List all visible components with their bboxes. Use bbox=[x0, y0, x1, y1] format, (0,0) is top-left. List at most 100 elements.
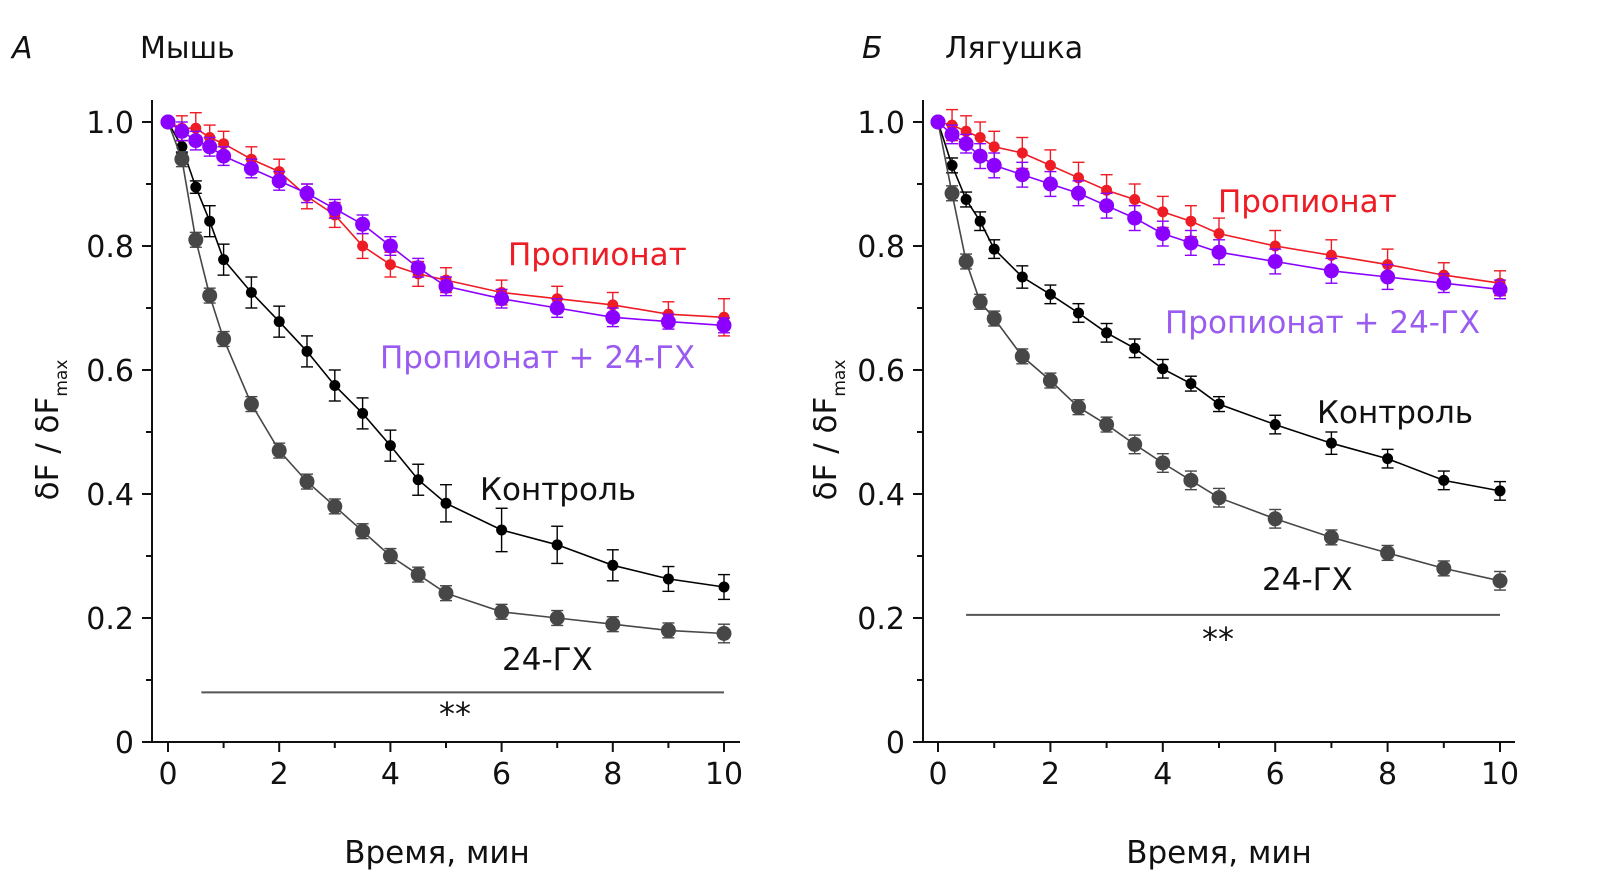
data-point bbox=[960, 194, 972, 205]
y-tick-label: 0.8 bbox=[86, 230, 134, 265]
data-point bbox=[496, 524, 508, 536]
y-axis-label: δF / δFmax bbox=[30, 360, 72, 501]
data-point bbox=[410, 260, 426, 276]
data-point bbox=[1101, 327, 1113, 339]
data-point bbox=[1211, 244, 1227, 260]
series-label-24gh: 24-ГХ bbox=[1262, 562, 1353, 598]
data-point bbox=[988, 141, 1000, 153]
data-point bbox=[1157, 206, 1169, 218]
series-label-propionate-24gh: Пропионат + 24-ГХ bbox=[1165, 305, 1480, 341]
data-point bbox=[1323, 263, 1339, 279]
data-point bbox=[549, 610, 565, 626]
x-axis-label: Время, мин bbox=[344, 835, 530, 871]
series-label-propionate-24gh: Пропионат + 24-ГХ bbox=[380, 340, 695, 376]
series-label-propionate: Пропионат bbox=[508, 237, 687, 273]
data-point bbox=[551, 539, 563, 551]
data-point bbox=[607, 559, 619, 571]
data-point bbox=[1129, 194, 1141, 205]
data-point bbox=[549, 300, 565, 316]
series-2 bbox=[162, 116, 730, 601]
data-point bbox=[357, 240, 369, 252]
data-point bbox=[930, 114, 946, 130]
data-point bbox=[605, 309, 621, 325]
data-point bbox=[440, 497, 452, 509]
data-point bbox=[243, 161, 259, 176]
y-tick-label: 0 bbox=[115, 726, 134, 761]
data-point bbox=[716, 317, 732, 333]
data-point bbox=[384, 259, 396, 271]
data-point bbox=[1380, 269, 1396, 285]
data-point bbox=[357, 407, 369, 419]
series-1 bbox=[930, 114, 1508, 300]
data-point bbox=[204, 215, 216, 227]
data-point bbox=[1099, 198, 1115, 214]
x-axis-label: Время, мин bbox=[1126, 835, 1312, 871]
panel-frog: Б Лягушка Время, мин δF / δFmax 00.20.40… bbox=[808, 31, 1519, 871]
data-point bbox=[271, 173, 287, 189]
y-tick-label: 1.0 bbox=[857, 106, 905, 141]
data-point bbox=[1269, 419, 1281, 431]
y-tick-label: 0.4 bbox=[857, 478, 905, 513]
y-tick-label: 0.6 bbox=[857, 354, 905, 389]
panel-letter-a: А bbox=[10, 31, 33, 66]
data-point bbox=[1438, 474, 1450, 486]
y-axis-label: δF / δFmax bbox=[808, 360, 850, 501]
data-point bbox=[216, 331, 232, 347]
data-point bbox=[1016, 147, 1028, 159]
data-point bbox=[327, 498, 343, 514]
x-tick-label: 0 bbox=[928, 757, 947, 792]
data-point bbox=[1044, 288, 1056, 300]
data-point bbox=[1211, 490, 1227, 506]
x-tick-label: 6 bbox=[492, 757, 511, 792]
x-tick-label: 10 bbox=[705, 757, 743, 792]
data-point bbox=[329, 380, 341, 391]
data-point bbox=[299, 474, 315, 490]
data-point bbox=[1213, 228, 1225, 240]
x-tick-label: 2 bbox=[270, 757, 289, 792]
y-axis-label-subscript: max bbox=[830, 360, 850, 397]
data-point bbox=[1042, 373, 1058, 389]
data-point bbox=[1044, 159, 1056, 171]
data-point bbox=[1492, 281, 1508, 297]
data-point bbox=[1213, 398, 1225, 410]
plot-area-frog: 0 0.2 0.4 0.6 0.8 1.0 0 2 4 6 8 10 bbox=[857, 100, 1519, 792]
data-point bbox=[382, 548, 398, 564]
panel-letter-b: Б bbox=[862, 31, 883, 66]
data-point bbox=[986, 311, 1002, 327]
data-point bbox=[438, 278, 454, 294]
data-point bbox=[1155, 226, 1171, 242]
data-point bbox=[1325, 437, 1337, 449]
y-tick-label: 0.6 bbox=[86, 354, 134, 389]
data-point bbox=[202, 288, 218, 304]
data-point bbox=[218, 254, 230, 266]
data-point bbox=[1183, 472, 1199, 488]
series-label-24gh: 24-ГХ bbox=[502, 642, 593, 678]
y-tick-label: 0.4 bbox=[86, 478, 134, 513]
data-point bbox=[716, 626, 732, 641]
data-point bbox=[1042, 176, 1058, 192]
data-point bbox=[946, 159, 958, 171]
y-axis-label-main: δF / δF bbox=[30, 397, 66, 501]
data-point bbox=[1185, 215, 1197, 227]
data-point bbox=[662, 573, 674, 585]
data-point bbox=[1157, 363, 1169, 375]
data-point bbox=[1071, 185, 1086, 201]
data-point bbox=[301, 345, 313, 357]
data-point bbox=[1323, 529, 1339, 545]
data-point bbox=[438, 585, 454, 601]
data-point bbox=[355, 216, 371, 232]
panel-mouse: А Мышь Время, мин δF / δFmax 00.20.40.60… bbox=[10, 31, 743, 871]
x-tick-label: 10 bbox=[1481, 757, 1519, 792]
panel-title-frog: Лягушка bbox=[945, 31, 1083, 66]
data-point bbox=[972, 294, 988, 310]
data-point bbox=[974, 132, 986, 143]
data-point bbox=[1155, 455, 1171, 471]
y-tick-label: 0 bbox=[886, 726, 905, 761]
data-point bbox=[188, 133, 204, 149]
data-point bbox=[355, 523, 371, 539]
data-point bbox=[299, 185, 315, 201]
data-point bbox=[718, 581, 730, 593]
data-point bbox=[271, 443, 287, 459]
significance-label: ** bbox=[1202, 620, 1234, 658]
